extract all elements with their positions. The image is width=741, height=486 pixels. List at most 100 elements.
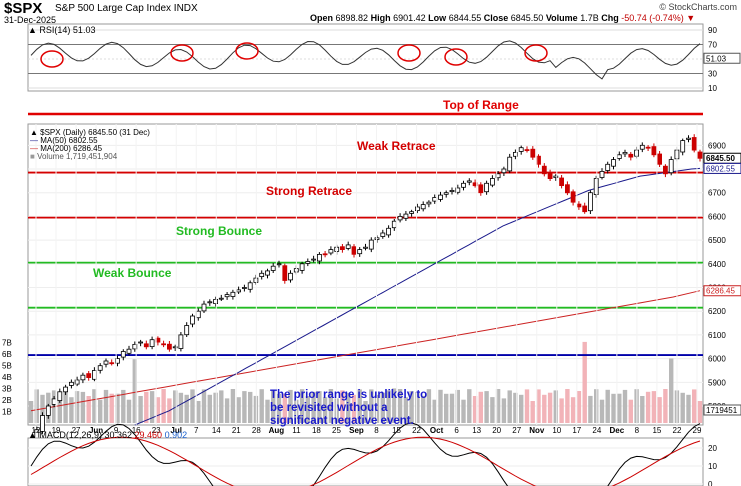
- rsi-label: ▲ RSI(14) 51.03: [28, 25, 96, 35]
- x-axis-label: 29: [693, 426, 702, 435]
- volume-bar: [576, 391, 582, 423]
- price-tick: 6400: [708, 260, 726, 269]
- volume-bar: [680, 392, 685, 423]
- volume-bar: [582, 341, 587, 423]
- x-axis-label: 23: [152, 426, 161, 435]
- x-axis-label: 20: [492, 426, 501, 435]
- candle-body: [628, 153, 634, 158]
- candle-body: [86, 373, 92, 379]
- volume-bar: [357, 389, 362, 423]
- rsi-tick: 70: [708, 41, 717, 50]
- volume-bar: [524, 389, 530, 423]
- volume-bar: [409, 391, 414, 423]
- candle-body: [622, 151, 628, 155]
- x-axis-label: 8: [635, 426, 640, 435]
- x-axis-label: 24: [592, 426, 601, 435]
- candle-body: [489, 178, 495, 186]
- close-box-text: 6845.50: [706, 154, 735, 163]
- candle-body: [195, 310, 201, 319]
- weak-bounce-label: Weak Bounce: [93, 266, 172, 280]
- x-axis-label: 6: [454, 426, 459, 435]
- volume-last-value: 1719451: [706, 406, 738, 415]
- volume-bar: [599, 399, 605, 423]
- volume-bar: [207, 394, 212, 423]
- price-tick: 6100: [708, 331, 726, 340]
- candle-body: [115, 358, 120, 364]
- rsi-panel: [27, 23, 704, 92]
- candle-body: [461, 182, 466, 188]
- x-axis-label: 28: [252, 426, 261, 435]
- candle-body: [224, 294, 230, 298]
- volume-bar: [519, 394, 524, 423]
- volume-bar: [611, 393, 616, 423]
- price-tick: 6600: [708, 212, 726, 221]
- volume-bar: [138, 396, 143, 423]
- candle-body: [172, 346, 178, 349]
- volume-bar: [530, 401, 535, 423]
- volume-bar: [426, 389, 432, 423]
- price-panel: [27, 123, 704, 426]
- candle-body: [69, 381, 74, 386]
- candle-body: [207, 301, 213, 304]
- candle-body: [501, 168, 507, 174]
- volume-bar: [103, 389, 109, 423]
- price-tick: 6200: [708, 307, 726, 316]
- x-axis-label: 12: [32, 426, 41, 435]
- candle-body: [547, 172, 553, 179]
- rsi-highlight-circle: [444, 48, 468, 66]
- volume-bar: [570, 397, 576, 423]
- x-axis-label: Sep: [349, 426, 364, 435]
- volume-bar: [501, 398, 507, 423]
- down-arrow-icon: ▼: [686, 13, 696, 23]
- legend-price: ▲ $SPX (Daily) 6845.50 (31 Dec): [30, 128, 150, 137]
- strong-retrace-label: Strong Retrace: [266, 184, 353, 198]
- volume-bar: [28, 401, 34, 423]
- volume-value: 1.7B: [580, 13, 599, 23]
- candle-body: [265, 270, 270, 276]
- volume-bar: [478, 391, 483, 423]
- x-axis-label: Dec: [610, 426, 625, 435]
- x-axis-label: 15: [652, 426, 661, 435]
- volume-bar: [663, 389, 668, 423]
- volume-label: Volume: [545, 13, 578, 23]
- candle-body: [541, 165, 547, 175]
- volume-bar: [340, 390, 345, 423]
- volume-bar: [461, 399, 466, 423]
- candle-body: [524, 149, 530, 152]
- candle-body: [276, 263, 282, 266]
- volume-bar: [173, 390, 178, 423]
- candle-body: [288, 272, 293, 281]
- macd-signal: 29.460: [134, 430, 163, 440]
- weak-retrace-label: Weak Retrace: [357, 139, 436, 153]
- volume-bar: [657, 397, 662, 423]
- rsi-highlight-circle: [524, 44, 548, 62]
- volume-bar: [669, 358, 674, 423]
- x-axis-label: 14: [212, 426, 221, 435]
- volume-bar: [322, 397, 328, 423]
- candle-body: [553, 175, 559, 178]
- price-tick: 6900: [708, 141, 726, 150]
- volume-last-box: [703, 404, 741, 416]
- rsi-tick: 30: [708, 70, 717, 79]
- candle-body: [109, 362, 115, 365]
- brand-link[interactable]: © StockCharts.com: [659, 2, 737, 12]
- volume-bar: [472, 396, 478, 423]
- candle-body: [380, 232, 386, 237]
- volume-tick: 1B: [2, 408, 12, 417]
- candle-body: [391, 220, 397, 229]
- macd-line: [30, 422, 701, 486]
- macd-tick: 10: [708, 462, 717, 471]
- volume-bar: [380, 392, 385, 423]
- x-axis-label: 22: [673, 426, 682, 435]
- volume-bar: [495, 389, 501, 423]
- candle-body: [161, 343, 167, 346]
- volume-bar: [305, 396, 310, 423]
- price-tick: 6700: [708, 189, 726, 198]
- x-axis-label: 13: [472, 426, 481, 435]
- volume-bar: [248, 391, 253, 423]
- candle-body: [368, 239, 374, 250]
- rsi-highlight-circle: [235, 42, 259, 60]
- volume-bar: [455, 389, 460, 423]
- candle-body: [190, 315, 195, 325]
